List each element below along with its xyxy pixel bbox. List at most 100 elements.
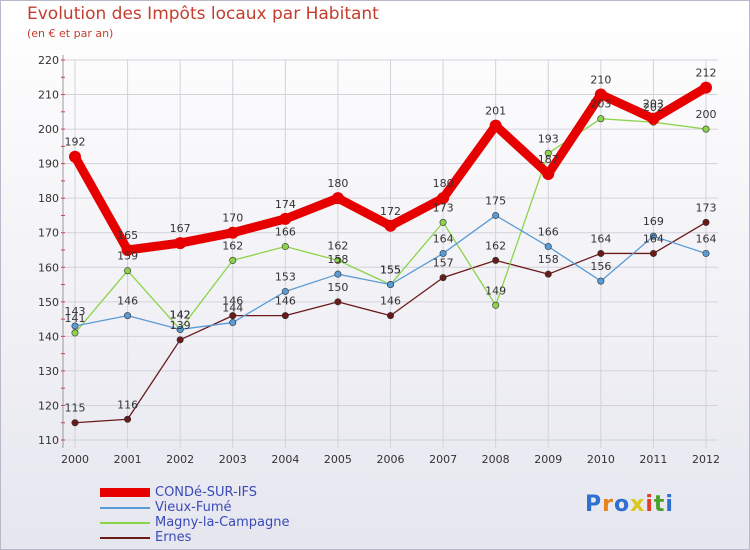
data-point [334, 270, 342, 278]
data-label: 170 [222, 212, 243, 225]
legend-swatch-vieux-fume [100, 507, 150, 509]
data-label: 187 [538, 153, 559, 166]
proxiti-logo: Proxiti [585, 492, 674, 517]
data-point [492, 256, 500, 264]
data-point [544, 270, 552, 278]
data-point [544, 243, 552, 251]
x-tick-label: 2000 [61, 453, 89, 466]
logo-letter: t [653, 492, 666, 517]
data-point [71, 322, 79, 330]
data-point [174, 237, 187, 250]
data-point [331, 192, 344, 205]
data-point [334, 298, 342, 306]
data-label: 164 [590, 232, 611, 245]
data-point [542, 168, 555, 180]
data-point [334, 256, 342, 264]
chart-subtitle: (en € et par an) [27, 27, 114, 40]
data-point [281, 287, 289, 295]
y-tick-label: 170 [38, 227, 59, 240]
legend-label-magny: Magny-la-Campagne [155, 515, 290, 530]
y-tick-label: 160 [38, 261, 59, 274]
logo-letter: o [613, 492, 631, 517]
data-point [702, 125, 710, 133]
data-point [281, 243, 289, 251]
data-point [492, 211, 500, 219]
data-point [702, 218, 710, 226]
y-tick-label: 130 [38, 365, 59, 378]
data-point [492, 301, 500, 309]
data-label: 146 [117, 295, 138, 308]
data-point [386, 281, 394, 289]
data-point [229, 256, 237, 264]
data-point [229, 319, 237, 327]
data-label: 201 [485, 105, 506, 118]
y-tick-label: 200 [38, 123, 59, 136]
data-point [700, 81, 712, 94]
x-tick-label: 2004 [271, 453, 299, 466]
data-label: 155 [380, 264, 401, 277]
x-tick-label: 2008 [482, 453, 510, 466]
data-label: 162 [485, 239, 506, 252]
x-tick-label: 2007 [429, 453, 457, 466]
logo-letter: i [645, 492, 654, 517]
data-label: 142 [170, 308, 191, 321]
logo-letter: x [630, 492, 646, 517]
data-point [226, 226, 239, 239]
legend-swatch-conde [100, 488, 150, 497]
y-tick-label: 220 [38, 54, 59, 67]
data-point [176, 336, 184, 344]
data-label: 149 [485, 284, 506, 297]
data-label: 202 [643, 101, 664, 114]
data-label: 165 [117, 229, 138, 242]
data-label: 162 [327, 239, 348, 252]
data-label: 166 [538, 226, 559, 239]
data-label: 203 [590, 98, 611, 111]
data-point [594, 88, 607, 101]
legend-label-vieux-fume: Vieux-Fumé [155, 500, 232, 515]
x-tick-label: 2012 [692, 453, 720, 466]
data-label: 116 [117, 398, 138, 411]
x-tick-label: 2009 [534, 453, 562, 466]
data-label: 141 [65, 312, 86, 325]
data-point [439, 274, 447, 282]
data-label: 139 [170, 319, 191, 332]
data-label: 173 [433, 201, 454, 214]
x-tick-label: 2002 [166, 453, 194, 466]
legend-label-conde: CONDé-SUR-IFS [155, 485, 258, 500]
data-label: 166 [275, 226, 296, 239]
data-point [439, 218, 447, 226]
x-tick-label: 2003 [219, 453, 247, 466]
data-label: 162 [222, 239, 243, 252]
x-tick-label: 2006 [377, 453, 405, 466]
y-tick-label: 150 [38, 296, 59, 309]
x-tick-label: 2005 [324, 453, 352, 466]
data-label: 169 [643, 215, 664, 228]
data-label: 210 [590, 74, 611, 87]
data-label: 164 [696, 232, 717, 245]
data-label: 164 [433, 232, 454, 245]
data-label: 156 [590, 260, 611, 273]
data-point [597, 277, 605, 285]
data-label: 158 [327, 253, 348, 266]
y-tick-label: 120 [38, 399, 59, 412]
data-point [649, 249, 657, 257]
data-label: 159 [117, 250, 138, 263]
data-point [124, 267, 132, 275]
chart-title: Evolution des Impôts locaux par Habitant [27, 4, 379, 24]
data-label: 180 [433, 177, 454, 190]
data-label: 180 [327, 177, 348, 190]
data-label: 212 [696, 67, 717, 80]
data-point [386, 312, 394, 320]
y-tick-label: 190 [38, 158, 59, 171]
data-point [69, 150, 81, 163]
data-label: 172 [380, 205, 401, 218]
y-tick-label: 180 [38, 192, 59, 205]
data-label: 146 [222, 295, 243, 308]
data-label: 200 [696, 108, 717, 121]
data-label: 144 [222, 302, 243, 315]
data-label: 143 [65, 305, 86, 318]
data-point [384, 219, 397, 232]
data-point [597, 115, 605, 123]
x-tick-label: 2011 [639, 453, 667, 466]
